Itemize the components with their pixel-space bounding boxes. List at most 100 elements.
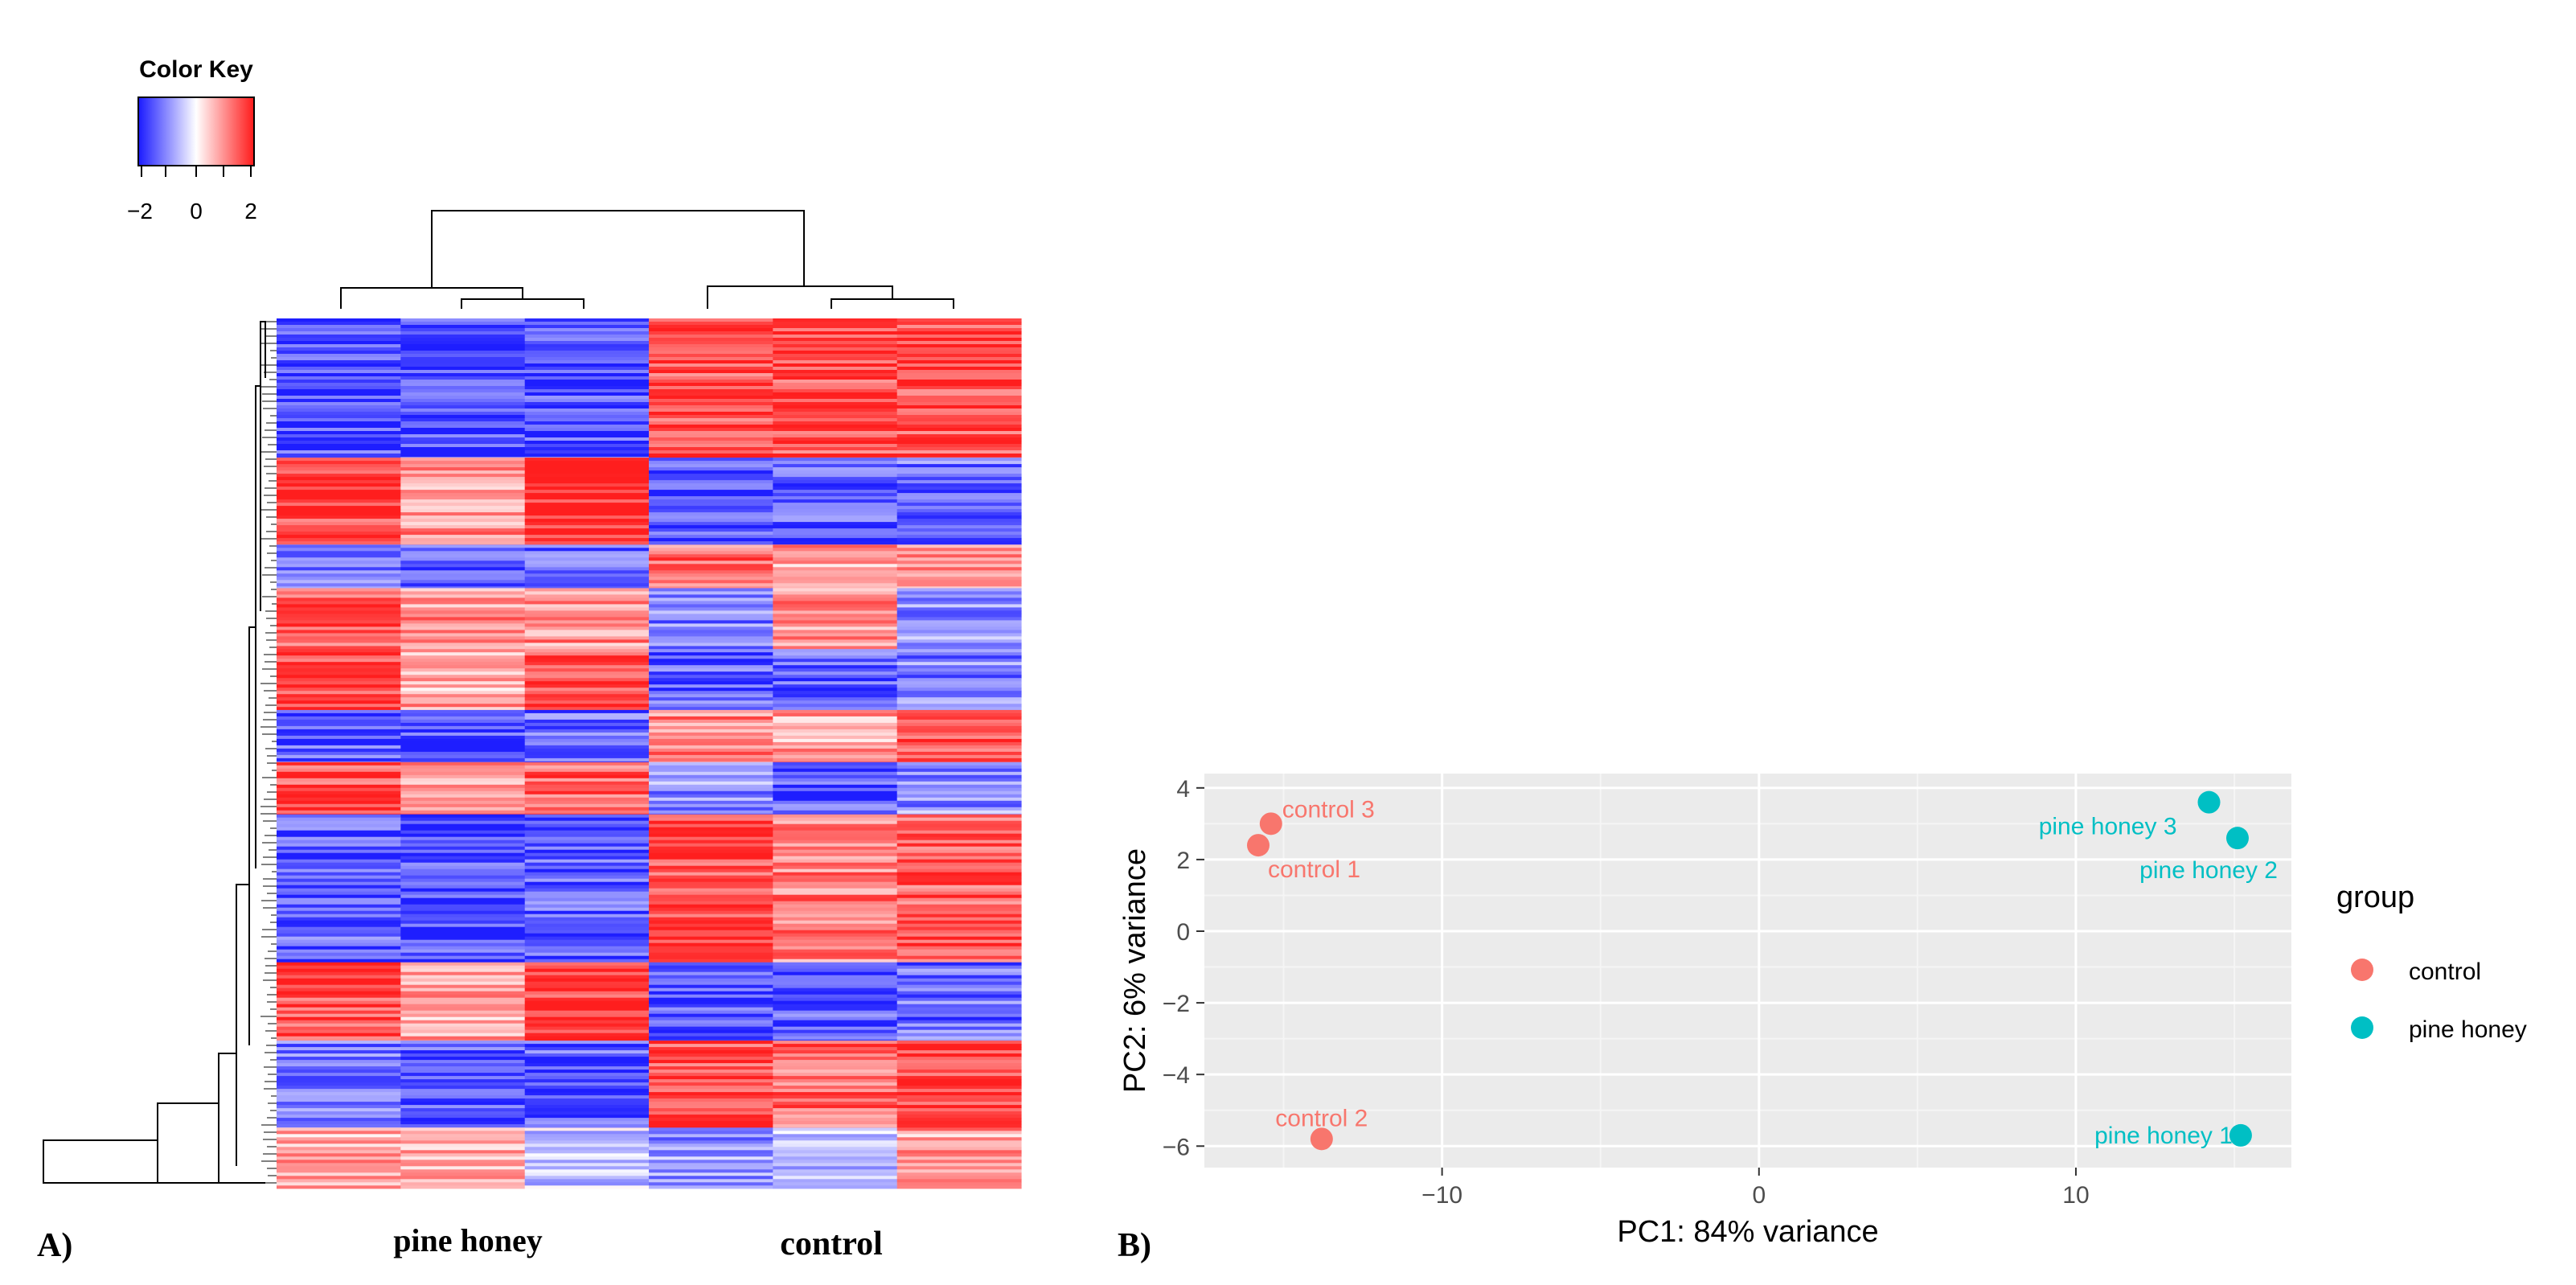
heatmap-cell xyxy=(400,881,526,886)
heatmap-cell xyxy=(773,444,898,448)
heatmap-cell xyxy=(400,331,526,335)
heatmap-cell xyxy=(400,351,526,355)
heatmap-cell xyxy=(524,820,650,825)
heatmap-cell xyxy=(773,1076,898,1080)
heatmap-cell xyxy=(649,771,773,776)
heatmap-cell xyxy=(896,548,1022,552)
heatmap-cell xyxy=(524,1143,650,1147)
heatmap-cell xyxy=(277,926,401,931)
heatmap-cell xyxy=(896,601,1022,605)
heatmap-cell xyxy=(524,351,650,355)
heatmap-cell xyxy=(524,318,650,322)
heatmap-cell xyxy=(400,668,526,672)
heatmap-cell xyxy=(649,620,773,624)
heatmap-cell xyxy=(524,830,650,835)
heatmap-cell xyxy=(400,878,526,883)
heatmap-cell xyxy=(524,1127,650,1131)
heatmap-cell xyxy=(400,707,526,711)
heatmap-cell xyxy=(400,639,526,643)
heatmap-cell xyxy=(773,952,898,957)
heatmap-cell xyxy=(400,347,526,351)
heatmap-cell xyxy=(649,1029,773,1034)
heatmap-cell xyxy=(773,538,898,542)
heatmap-cell xyxy=(400,800,526,805)
heatmap-cell xyxy=(896,745,1022,749)
heatmap-cell xyxy=(524,709,650,714)
heatmap-cell xyxy=(277,833,401,838)
heatmap-cell xyxy=(524,519,650,523)
heatmap-cell xyxy=(277,515,401,519)
heatmap-cell xyxy=(773,1179,898,1183)
heatmap-cell xyxy=(524,1102,650,1106)
heatmap-cell xyxy=(277,594,401,598)
heatmap-cell xyxy=(400,1044,526,1048)
heatmap-cell xyxy=(773,617,898,621)
heatmap-cell xyxy=(400,946,526,950)
heatmap-cell xyxy=(277,620,401,624)
heatmap-cell xyxy=(400,910,526,915)
heatmap-cell xyxy=(277,649,401,653)
heatmap-cell xyxy=(524,862,650,867)
heatmap-cell xyxy=(524,1053,650,1057)
heatmap-cell xyxy=(649,357,773,361)
heatmap-cell xyxy=(773,636,898,640)
heatmap-cell xyxy=(524,904,650,909)
heatmap-cell xyxy=(896,560,1022,564)
heatmap-cell xyxy=(400,1053,526,1057)
heatmap-cell xyxy=(277,991,401,996)
heatmap-cell xyxy=(524,457,650,458)
heatmap-cell xyxy=(649,496,773,500)
heatmap-cell xyxy=(400,716,526,721)
heatmap-cell xyxy=(773,684,898,688)
heatmap-cell xyxy=(896,655,1022,659)
heatmap-cell xyxy=(649,477,773,481)
heatmap-cell xyxy=(400,862,526,867)
heatmap-cell xyxy=(524,1013,650,1018)
heatmap-cell xyxy=(649,735,773,740)
heatmap-cell xyxy=(524,577,650,581)
heatmap-cell xyxy=(773,418,898,422)
heatmap-cell xyxy=(896,675,1022,679)
heatmap-cell xyxy=(649,450,773,454)
heatmap-cell xyxy=(896,626,1022,630)
heatmap-cell xyxy=(649,1013,773,1018)
heatmap-cell xyxy=(649,557,773,561)
heatmap-cell xyxy=(400,601,526,605)
heatmap-cell xyxy=(773,849,898,854)
heatmap-cell xyxy=(773,1007,898,1012)
heatmap-cell xyxy=(277,762,401,766)
heatmap-cell xyxy=(400,325,526,329)
heatmap-cell xyxy=(773,541,898,545)
heatmap-cell xyxy=(400,447,526,451)
panel-label-b: B) xyxy=(1118,1227,1151,1264)
heatmap-cell xyxy=(773,1060,898,1064)
heatmap-cell xyxy=(896,1163,1022,1167)
heatmap-cell xyxy=(896,470,1022,474)
heatmap-cell xyxy=(649,548,773,552)
heatmap-cell xyxy=(400,1131,526,1135)
heatmap-cell xyxy=(524,1039,650,1041)
heatmap-cell xyxy=(773,428,898,432)
heatmap-cell xyxy=(773,437,898,441)
heatmap-cell xyxy=(524,425,650,429)
heatmap-cell xyxy=(773,383,898,387)
heatmap-cell xyxy=(773,583,898,587)
heatmap-cell xyxy=(896,1153,1022,1157)
heatmap-cell xyxy=(773,351,898,355)
heatmap-cell xyxy=(896,503,1022,507)
heatmap-cell xyxy=(896,1086,1022,1090)
heatmap-cell xyxy=(277,1020,401,1024)
heatmap-cell xyxy=(773,1131,898,1135)
heatmap-cell xyxy=(773,907,898,912)
heatmap-cell xyxy=(400,499,526,503)
heatmap-cell xyxy=(773,1163,898,1167)
heatmap-cell xyxy=(400,688,526,692)
heatmap-cell xyxy=(773,668,898,672)
heatmap-cell xyxy=(649,668,773,672)
heatmap-cell xyxy=(773,325,898,329)
heatmap-cell xyxy=(277,577,401,581)
heatmap-cell xyxy=(649,894,773,899)
heatmap-cell xyxy=(524,1076,650,1080)
heatmap-cell xyxy=(524,722,650,727)
heatmap-cell xyxy=(896,480,1022,484)
